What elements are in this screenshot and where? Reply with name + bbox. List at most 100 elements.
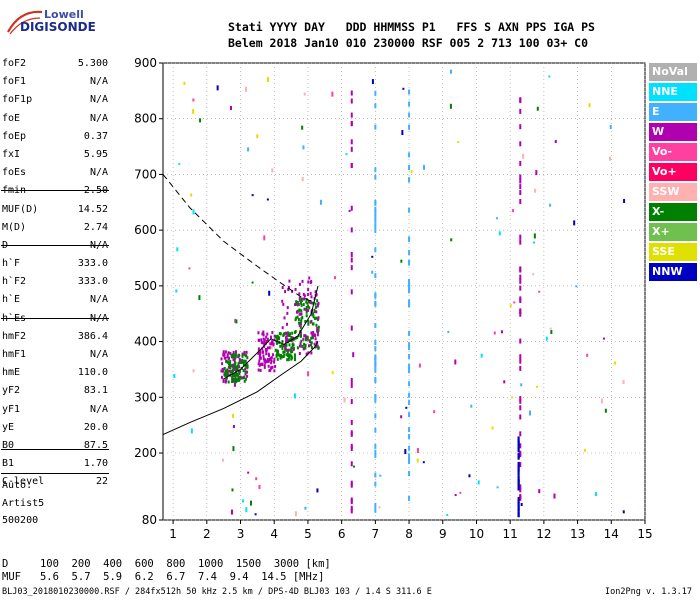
trace-point xyxy=(285,348,288,352)
trace-point xyxy=(374,393,377,399)
trace-point xyxy=(310,346,313,350)
noise-point xyxy=(173,373,176,378)
x-tick-label: 9 xyxy=(439,527,447,541)
trace-point xyxy=(517,496,520,502)
trace-point xyxy=(234,350,237,354)
param-value: N/A xyxy=(89,112,108,124)
trace-point xyxy=(261,362,264,366)
trace-point xyxy=(374,502,377,508)
trace-point xyxy=(285,343,288,347)
trace-point xyxy=(312,315,315,319)
noise-point xyxy=(302,145,305,150)
param-row: foE N/A xyxy=(2,110,108,128)
noise-point xyxy=(586,353,589,357)
trace-point xyxy=(519,358,522,364)
trace-point xyxy=(285,338,288,342)
trace-point xyxy=(374,167,377,173)
noise-point xyxy=(608,156,611,161)
trace-point xyxy=(237,374,240,378)
trace-point xyxy=(316,344,319,348)
trace-point xyxy=(290,350,293,354)
trace-point xyxy=(231,376,234,380)
param-row: C-level 22 xyxy=(2,473,108,491)
noise-point xyxy=(304,506,307,510)
trace-point xyxy=(238,378,241,382)
trace-point xyxy=(231,368,234,372)
trace-point xyxy=(350,257,353,263)
noise-point xyxy=(614,361,617,365)
trace-point xyxy=(374,323,377,329)
trace-point xyxy=(241,358,244,362)
x-tick-label: 6 xyxy=(338,527,346,541)
noise-point xyxy=(454,494,457,497)
param-name: foEs xyxy=(2,167,27,179)
y-tick-label: 200 xyxy=(134,446,157,460)
trace-point xyxy=(296,300,299,304)
noise-point xyxy=(450,238,453,242)
param-value: N/A xyxy=(89,403,108,415)
trace-point xyxy=(374,367,377,373)
trace-point xyxy=(303,307,306,311)
param-row: h`E N/A xyxy=(2,291,108,309)
trace-point xyxy=(302,303,305,307)
noise-point xyxy=(400,259,403,263)
trace-point xyxy=(374,340,377,346)
param-row: B1 1.70 xyxy=(2,455,108,473)
trace-point xyxy=(350,205,353,211)
param-value: 1.70 xyxy=(83,458,108,470)
noise-point xyxy=(231,488,234,492)
trace-point xyxy=(350,251,353,257)
trace-point xyxy=(303,294,306,298)
trace-point xyxy=(519,365,522,371)
trace-point xyxy=(260,338,263,342)
noise-point xyxy=(480,353,483,358)
trace-point xyxy=(232,350,235,354)
param-row: foEp 0.37 xyxy=(2,128,108,146)
x-tick-label: 14 xyxy=(604,527,619,541)
param-value: N/A xyxy=(89,94,108,106)
trace-point xyxy=(350,325,353,331)
trace-point xyxy=(294,303,297,307)
trace-point xyxy=(317,301,320,305)
noise-point xyxy=(266,76,269,82)
y-tick-label: 400 xyxy=(134,335,157,349)
noise-point xyxy=(235,319,238,324)
trace-point xyxy=(408,412,411,418)
trace-point xyxy=(232,357,235,361)
trace-point xyxy=(317,330,320,334)
param-row: foEs N/A xyxy=(2,164,108,182)
param-value: N/A xyxy=(89,76,108,88)
trace-point xyxy=(286,306,289,310)
x-tick-label: 1 xyxy=(169,527,177,541)
trace-point xyxy=(231,379,234,383)
noise-point xyxy=(500,330,503,334)
trace-point xyxy=(408,260,411,266)
trace-point xyxy=(295,300,298,304)
trace-point xyxy=(230,354,233,358)
noise-point xyxy=(622,510,625,514)
trace-point xyxy=(257,331,260,335)
trace-point xyxy=(300,317,303,321)
noise-point xyxy=(230,509,233,515)
trace-point xyxy=(277,353,280,357)
param-name: B0 xyxy=(2,439,15,451)
trace-point xyxy=(288,343,291,347)
trace-point xyxy=(350,90,353,96)
trace-point xyxy=(267,339,270,343)
header-labels-row: Stati YYYY DAY DDD HHMMSS P1 FFS S AXN P… xyxy=(228,20,595,34)
trace-point xyxy=(290,346,293,350)
trace-point xyxy=(311,336,314,340)
trace-point xyxy=(290,354,293,358)
trace-point xyxy=(408,236,411,242)
param-name: h`F2 xyxy=(2,276,27,288)
trace-point xyxy=(519,311,522,317)
trace-point xyxy=(276,349,279,353)
noise-point xyxy=(301,125,304,130)
trace-point xyxy=(298,296,301,300)
trace-point xyxy=(299,334,302,338)
noise-point xyxy=(493,331,496,335)
trace-point xyxy=(519,178,522,184)
trace-point xyxy=(301,344,304,348)
trace-point xyxy=(233,359,236,363)
trace-point xyxy=(408,207,411,213)
